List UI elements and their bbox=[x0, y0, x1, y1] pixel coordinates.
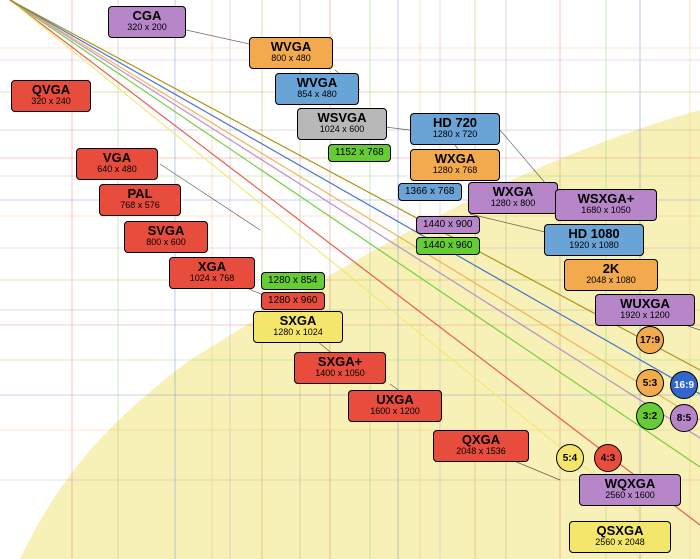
res-value: 1680 x 1050 bbox=[560, 206, 652, 216]
res-box-wqxga: WQXGA2560 x 1600 bbox=[579, 474, 681, 506]
res-name: WXGA bbox=[415, 152, 495, 166]
res-value: 800 x 600 bbox=[129, 238, 203, 248]
res-value: 768 x 576 bbox=[104, 201, 176, 211]
res-name: XGA bbox=[174, 260, 250, 274]
res-name: WQXGA bbox=[584, 477, 676, 491]
res-box-qvga: QVGA320 x 240 bbox=[11, 80, 91, 112]
res-box-hd720: HD 7201280 x 720 bbox=[410, 113, 500, 145]
res-value: 1400 x 1050 bbox=[299, 369, 381, 379]
res-name: SXGA bbox=[258, 314, 338, 328]
ratio-circle-r169: 16:9 bbox=[670, 371, 698, 399]
res-value: 1920 x 1080 bbox=[549, 241, 639, 251]
res-value: 2560 x 1600 bbox=[584, 491, 676, 501]
res-name: WXGA bbox=[473, 185, 553, 199]
res-box-wuxga: WUXGA1920 x 1200 bbox=[595, 294, 695, 326]
ratio-circle-r53: 5:3 bbox=[636, 369, 664, 397]
res-value: 320 x 240 bbox=[16, 97, 86, 107]
res-box-qsxga: QSXGA2560 x 2048 bbox=[569, 521, 671, 553]
res-name: SXGA+ bbox=[299, 355, 381, 369]
res-value: 1280 x 1024 bbox=[258, 328, 338, 338]
res-name: QVGA bbox=[16, 83, 86, 97]
res-box-sxgap: SXGA+1400 x 1050 bbox=[294, 352, 386, 384]
res-box-wsxgap: WSXGA+1680 x 1050 bbox=[555, 189, 657, 221]
res-name: HD 1080 bbox=[549, 227, 639, 241]
res-box-qxga: QXGA2048 x 1536 bbox=[433, 430, 529, 462]
res-box-pal: PAL768 x 576 bbox=[99, 184, 181, 216]
res-name: PAL bbox=[104, 187, 176, 201]
res-name: QXGA bbox=[438, 433, 524, 447]
res-value: 1024 x 600 bbox=[302, 125, 382, 135]
res-value: 1600 x 1200 bbox=[353, 407, 437, 417]
res-value: 1024 x 768 bbox=[174, 274, 250, 284]
res-box-vga: VGA640 x 480 bbox=[76, 148, 158, 180]
res-name: WVGA bbox=[254, 40, 328, 54]
res-name: WUXGA bbox=[600, 297, 690, 311]
res-value: 640 x 480 bbox=[81, 165, 153, 175]
ratio-circle-r85: 8:5 bbox=[670, 404, 698, 432]
res-box-sxga: SXGA1280 x 1024 bbox=[253, 311, 343, 343]
connector bbox=[470, 214, 545, 232]
res-name: VGA bbox=[81, 151, 153, 165]
res-value: 1280 x 800 bbox=[473, 199, 553, 209]
res-value: 1280 x 768 bbox=[415, 166, 495, 176]
ratio-circle-r54: 5:4 bbox=[556, 444, 584, 472]
res-name: SVGA bbox=[129, 224, 203, 238]
res-box-wxga1: WXGA1280 x 768 bbox=[410, 149, 500, 181]
res-name: WSXGA+ bbox=[560, 192, 652, 206]
res-name: 2K bbox=[569, 262, 653, 276]
res-name: QSXGA bbox=[574, 524, 666, 538]
res-name: CGA bbox=[113, 9, 181, 23]
res-name: WSVGA bbox=[302, 111, 382, 125]
res-chip-1440x960: 1440 x 960 bbox=[416, 237, 480, 255]
res-chip-1366x768: 1366 x 768 bbox=[398, 183, 462, 201]
res-box-cga: CGA320 x 200 bbox=[108, 6, 186, 38]
res-name: WVGA bbox=[280, 76, 354, 90]
resolution-diagram: { "canvas": { "w": 700, "h": 559 }, "pal… bbox=[0, 0, 700, 559]
res-box-uxga: UXGA1600 x 1200 bbox=[348, 390, 442, 422]
res-value: 2560 x 2048 bbox=[574, 538, 666, 548]
res-value: 2048 x 1536 bbox=[438, 447, 524, 457]
res-box-hd1080: HD 10801920 x 1080 bbox=[544, 224, 644, 256]
res-chip-1440x900: 1440 x 900 bbox=[416, 216, 480, 234]
res-value: 1920 x 1200 bbox=[600, 311, 690, 321]
res-value: 320 x 200 bbox=[113, 23, 181, 33]
res-box-wvga: WVGA800 x 480 bbox=[249, 37, 333, 69]
ratio-circle-r43: 4:3 bbox=[594, 444, 622, 472]
res-name: HD 720 bbox=[415, 116, 495, 130]
res-value: 800 x 480 bbox=[254, 54, 328, 64]
res-box-xga: XGA1024 x 768 bbox=[169, 257, 255, 289]
res-chip-1280x854: 1280 x 854 bbox=[261, 272, 325, 290]
res-name: UXGA bbox=[353, 393, 437, 407]
res-box-2k: 2K2048 x 1080 bbox=[564, 259, 658, 291]
res-box-wsvga: WSVGA1024 x 600 bbox=[297, 108, 387, 140]
res-value: 854 x 480 bbox=[280, 90, 354, 100]
res-box-wvga2: WVGA854 x 480 bbox=[275, 73, 359, 105]
res-chip-1280x960: 1280 x 960 bbox=[261, 292, 325, 310]
res-box-wxga2: WXGA1280 x 800 bbox=[468, 182, 558, 214]
ratio-circle-r32: 3:2 bbox=[636, 402, 664, 430]
res-value: 1280 x 720 bbox=[415, 130, 495, 140]
res-value: 2048 x 1080 bbox=[569, 276, 653, 286]
res-box-svga: SVGA800 x 600 bbox=[124, 221, 208, 253]
res-chip-1152x768: 1152 x 768 bbox=[328, 144, 391, 162]
ratio-circle-r179: 17:9 bbox=[636, 326, 664, 354]
